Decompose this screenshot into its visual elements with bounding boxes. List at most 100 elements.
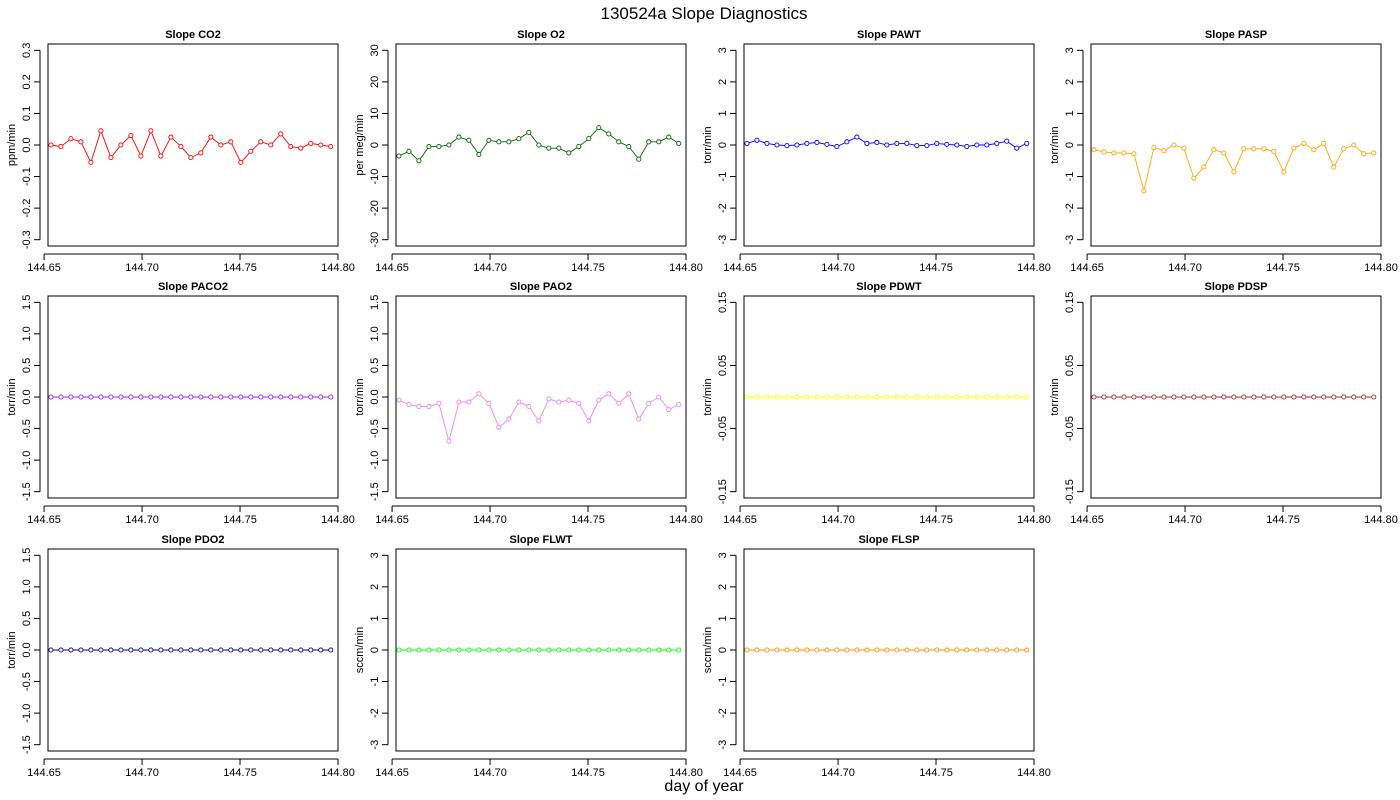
x-tick-label: 144.75 <box>223 262 257 274</box>
data-point <box>626 647 632 653</box>
y-tick-label: -0.15 <box>717 479 729 504</box>
data-point <box>974 142 980 148</box>
x-tick-label: 144.65 <box>1070 514 1104 526</box>
data-point <box>764 394 770 400</box>
data-point <box>1004 394 1010 400</box>
data-point <box>396 153 402 159</box>
data-point <box>854 394 860 400</box>
y-tick-label: -0.05 <box>1064 416 1076 441</box>
data-point <box>48 647 54 653</box>
data-point <box>964 394 970 400</box>
data-point <box>208 647 214 653</box>
data-point <box>606 391 612 397</box>
data-point <box>666 647 672 653</box>
y-tick-label: -1.5 <box>21 735 33 754</box>
data-point <box>1321 394 1327 400</box>
y-tick-label: 0.15 <box>1064 292 1076 313</box>
data-point <box>606 131 612 137</box>
data-point <box>138 394 144 400</box>
data-point <box>626 144 632 150</box>
data-point <box>248 394 254 400</box>
data-point <box>954 142 960 148</box>
x-tick-label: 144.75 <box>1266 262 1300 274</box>
y-tick-label: -1.0 <box>369 451 381 470</box>
data-point <box>1301 394 1307 400</box>
data-point <box>118 394 124 400</box>
data-point <box>824 394 830 400</box>
x-tick-label: 144.75 <box>1266 514 1300 526</box>
y-tick-label: 2 <box>1064 79 1076 85</box>
y-axis-label: sccm/min <box>702 627 714 673</box>
data-point <box>466 647 472 653</box>
x-tick-label: 144.65 <box>375 262 409 274</box>
data-point <box>954 394 960 400</box>
data-point <box>198 394 204 400</box>
data-point <box>476 391 482 397</box>
data-point <box>794 647 800 653</box>
data-point <box>1281 394 1287 400</box>
y-tick-label: 1.0 <box>21 579 33 594</box>
data-point <box>308 647 314 653</box>
data-point <box>158 394 164 400</box>
x-tick-label: 144.75 <box>919 262 953 274</box>
data-point <box>754 394 760 400</box>
data-point <box>676 402 682 408</box>
panel-flwt: Slope FLWT 144.65 144.70 144.75 144.80 -3 -2 -1… <box>354 534 703 779</box>
data-point <box>238 394 244 400</box>
data-point <box>646 400 652 406</box>
data-point <box>416 403 422 410</box>
data-point <box>456 399 462 405</box>
data-point <box>1024 647 1030 653</box>
data-point <box>814 139 820 146</box>
data-point <box>248 148 254 154</box>
data-point <box>88 159 94 165</box>
panel-title: Slope FLSP <box>858 534 919 546</box>
x-tick-label: 144.80 <box>321 767 355 779</box>
data-point <box>1101 394 1107 400</box>
y-tick-label: -30 <box>369 232 381 248</box>
y-tick-label: -1 <box>1064 172 1076 182</box>
data-point <box>138 153 144 159</box>
data-point <box>984 142 990 148</box>
data-point <box>238 159 244 165</box>
data-point <box>318 142 324 148</box>
data-point <box>894 394 900 400</box>
data-point <box>764 647 770 653</box>
data-point <box>218 394 224 400</box>
data-point <box>1191 175 1197 181</box>
y-tick-label: 3 <box>1064 47 1076 53</box>
y-tick-label: 0.5 <box>369 358 381 373</box>
data-point <box>1171 394 1177 400</box>
y-tick-label: -0.5 <box>21 419 33 438</box>
data-point <box>1291 145 1297 151</box>
data-point <box>486 400 492 406</box>
x-tick-label: 144.70 <box>1168 262 1202 274</box>
y-axis-label: torr/min <box>354 378 366 415</box>
y-tick-label: 0 <box>369 142 381 148</box>
data-point <box>456 134 462 140</box>
data-point <box>456 647 462 653</box>
data-point <box>754 647 760 653</box>
data-point <box>1331 164 1337 170</box>
data-point <box>328 647 334 653</box>
data-point <box>58 647 64 653</box>
data-point <box>436 647 442 653</box>
data-point <box>944 141 950 147</box>
data-point <box>138 647 144 653</box>
data-point <box>556 399 562 405</box>
data-point <box>288 394 294 400</box>
data-point <box>1271 148 1277 154</box>
data-point <box>1291 394 1297 400</box>
y-tick-label: 0.0 <box>369 389 381 404</box>
data-point <box>924 143 930 149</box>
data-point <box>596 125 602 131</box>
data-point <box>536 647 542 653</box>
data-point <box>496 424 502 430</box>
data-point <box>894 647 900 653</box>
data-point <box>666 407 672 413</box>
panel-title: Slope PAO2 <box>510 281 572 293</box>
data-point <box>258 139 264 145</box>
data-point <box>1004 138 1010 144</box>
panel-co2: Slope CO2 144.65 144.70 144.75 144.80 -0.3 -0.… <box>6 29 355 274</box>
panel-title: Slope FLWT <box>510 534 573 546</box>
